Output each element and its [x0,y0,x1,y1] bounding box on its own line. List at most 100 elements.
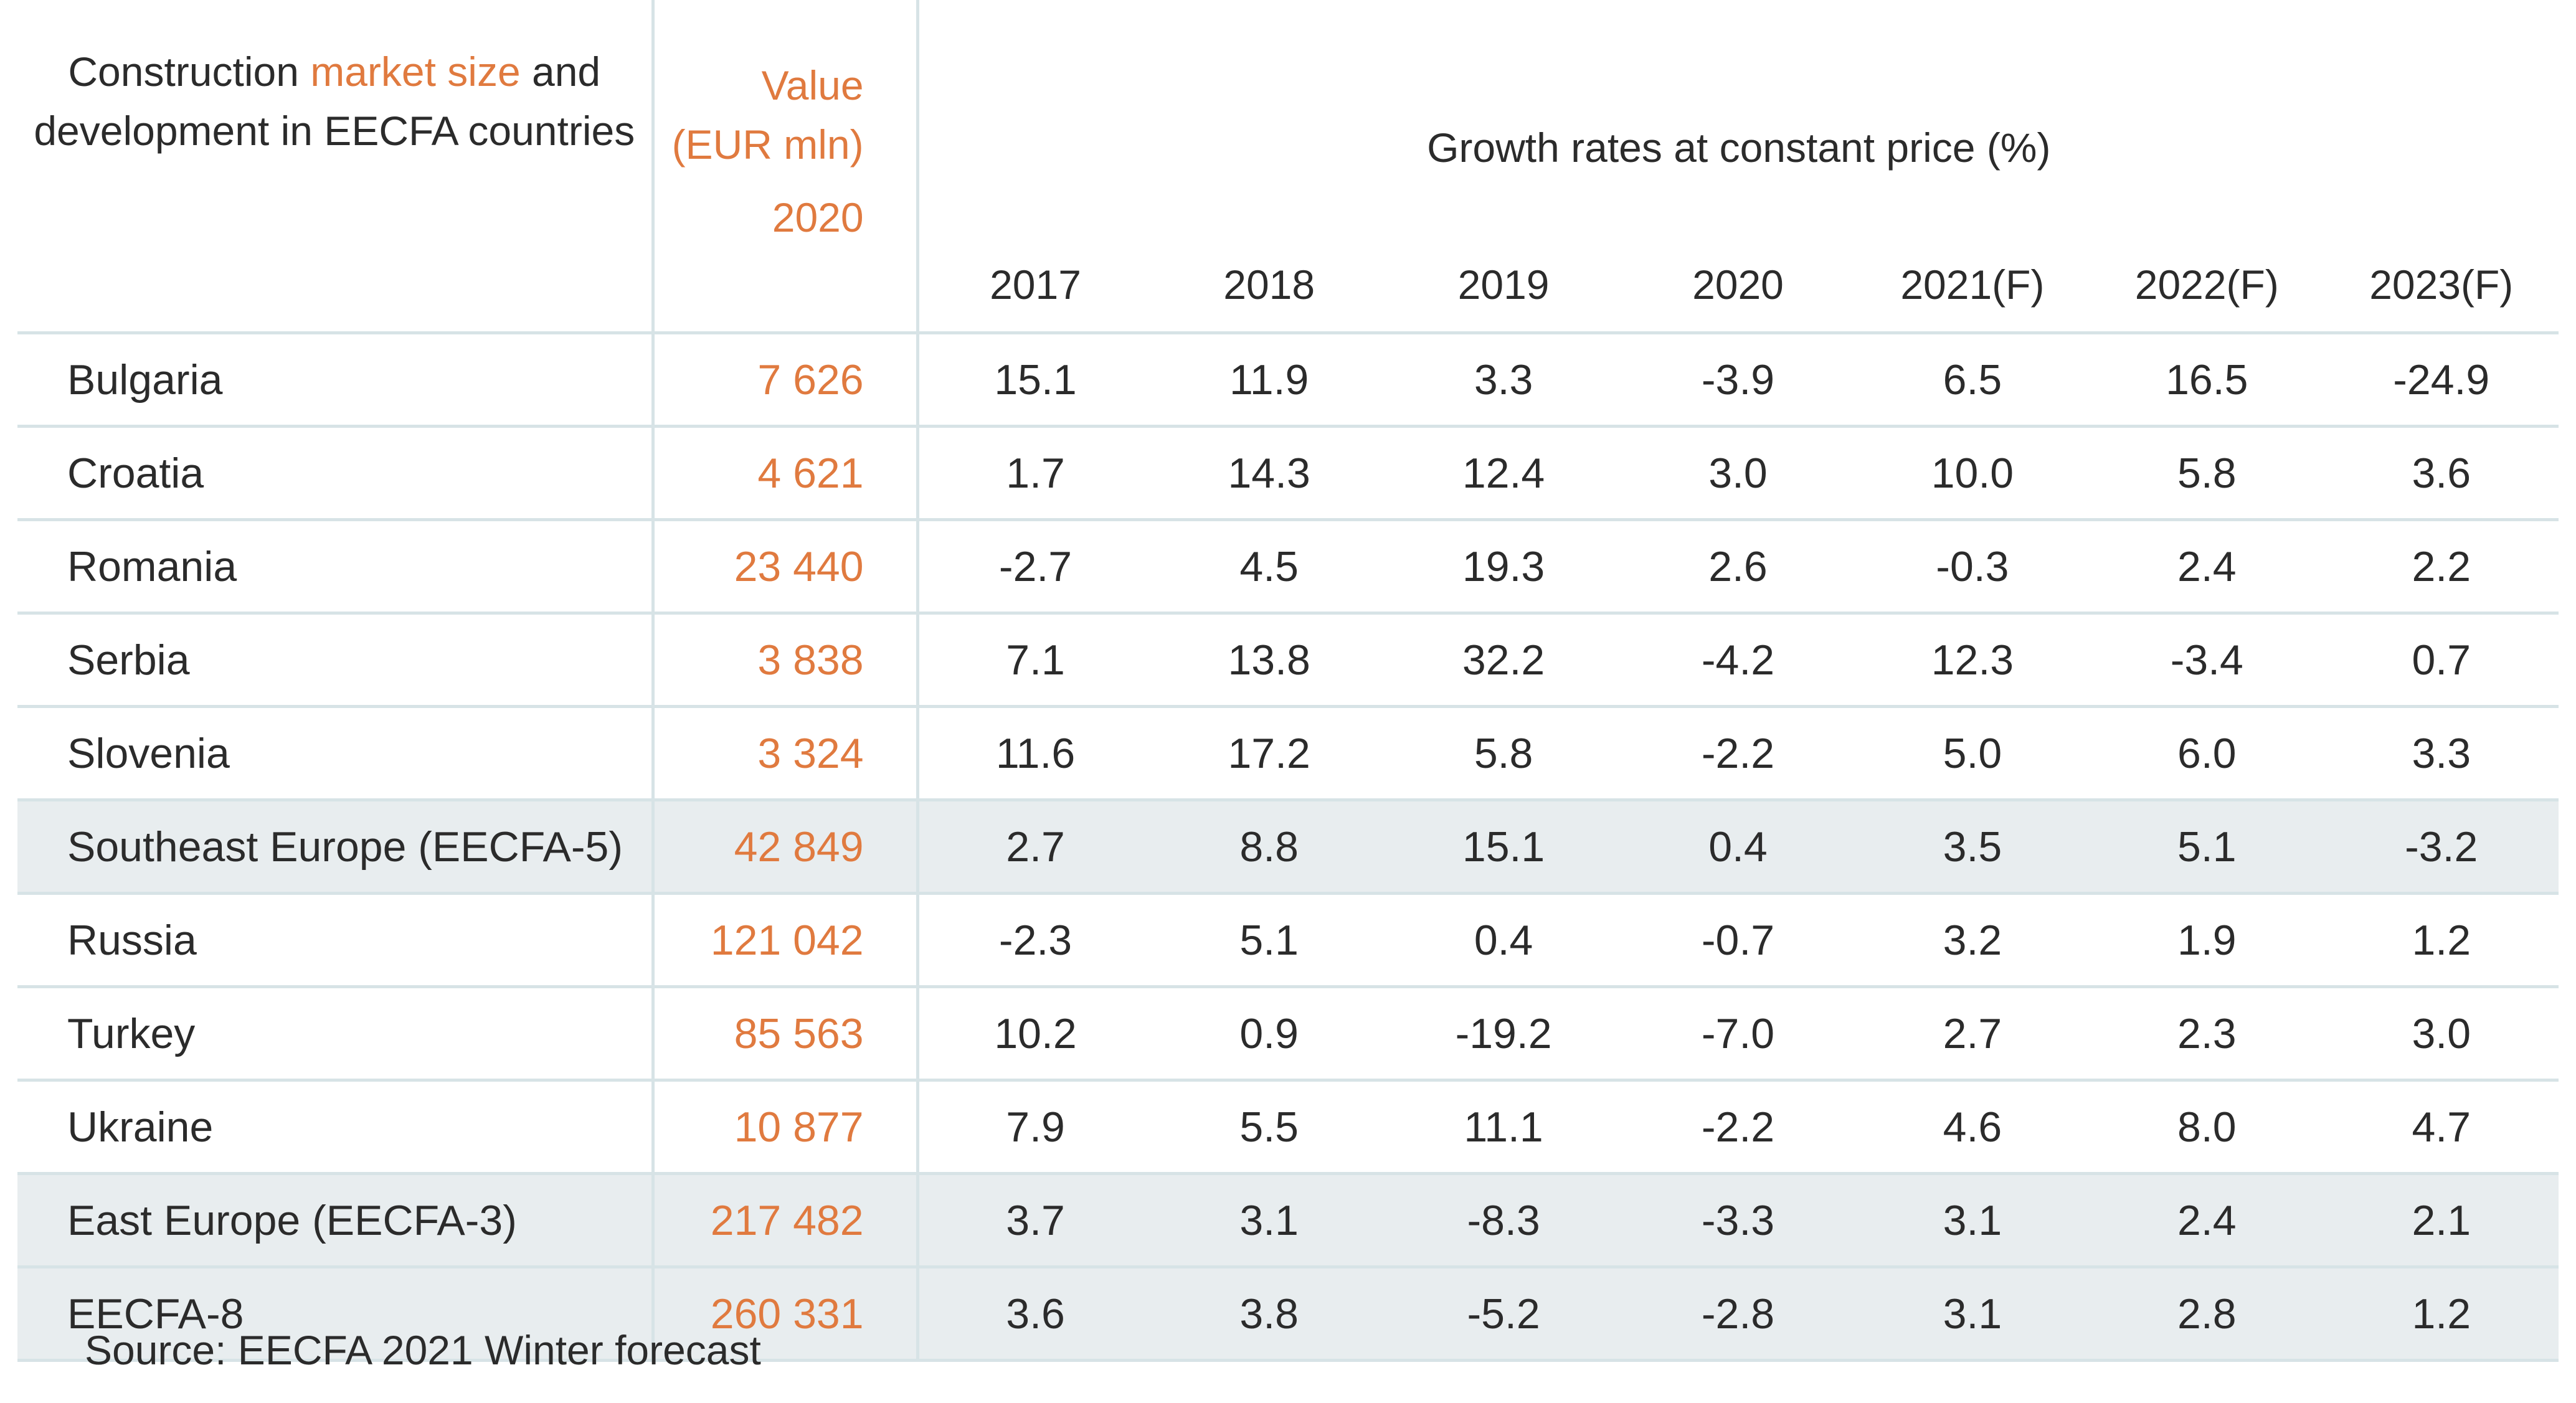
value-cell: 23 440 [653,519,919,615]
table-row: Slovenia 3 324 11.6 17.2 5.8 -2.2 5.0 6.0 3.3 [17,706,2559,801]
growth-cell: 0.7 [2324,613,2559,708]
growth-cell: 3.1 [1855,1267,2090,1362]
growth-cell: 8.8 [1152,800,1386,895]
growth-cell: 5.1 [2090,800,2324,895]
growth-cell: 17.2 [1152,706,1386,801]
growth-cell: 16.5 [2090,333,2324,428]
growth-cell: 4.6 [1855,1080,2090,1175]
country-cell: Russia [17,893,655,988]
year-header-row: 2017 2018 2019 2020 2021(F) 2022(F) 2023(F) [17,238,2559,334]
growth-cell: 3.8 [1152,1267,1386,1362]
growth-cell: 3.6 [917,1267,1152,1362]
growth-cell: 3.2 [1855,893,2090,988]
growth-cell: 0.4 [1386,893,1621,988]
growth-cell: 32.2 [1386,613,1621,708]
growth-cell: -3.3 [1621,1173,1855,1268]
growth-cell: 1.7 [917,426,1152,521]
growth-cell: 13.8 [1152,613,1386,708]
growth-cell: -0.3 [1855,519,2090,615]
country-cell: EECFA-8 [17,1267,655,1362]
country-cell: Southeast Europe (EECFA-5) [17,800,655,895]
table-row: Croatia 4 621 1.7 14.3 12.4 3.0 10.0 5.8 3.6 [17,426,2559,521]
growth-cell: -2.2 [1621,706,1855,801]
growth-cell: 7.1 [917,613,1152,708]
growth-cell: -19.2 [1386,986,1621,1082]
growth-cell: 3.3 [2324,706,2559,801]
growth-cell: -8.3 [1386,1173,1621,1268]
year-header-1: 2018 [1152,238,1386,334]
country-cell: Slovenia [17,706,655,801]
country-cell: Turkey [17,986,655,1082]
growth-cell: 5.0 [1855,706,2090,801]
growth-cell: 0.4 [1621,800,1855,895]
country-cell: Ukraine [17,1080,655,1175]
value-cell: 260 331 [653,1267,919,1362]
table-row: Turkey 85 563 10.2 0.9 -19.2 -7.0 2.7 2.3 3.0 [17,986,2559,1082]
growth-cell: 2.4 [2090,1173,2324,1268]
year-header-6: 2023(F) [2324,238,2559,334]
growth-cell: 5.5 [1152,1080,1386,1175]
growth-cell: 1.9 [2090,893,2324,988]
growth-cell: 15.1 [917,333,1152,428]
value-cell: 4 621 [653,426,919,521]
country-cell: Croatia [17,426,655,521]
value-cell: 217 482 [653,1173,919,1268]
country-header-accent-text: market size [310,49,521,95]
growth-cell: 5.8 [2090,426,2324,521]
growth-cell: -24.9 [2324,333,2559,428]
growth-cell: 19.3 [1386,519,1621,615]
growth-cell: -2.2 [1621,1080,1855,1175]
growth-rates-header: Growth rates at constant price (%) [1427,125,2051,171]
growth-cell: 2.3 [2090,986,2324,1082]
table-row: Serbia 3 838 7.1 13.8 32.2 -4.2 12.3 -3.4 0.7 [17,613,2559,708]
growth-cell: 8.0 [2090,1080,2324,1175]
growth-cell: 2.8 [2090,1267,2324,1362]
growth-cell: 12.4 [1386,426,1621,521]
country-header-text-2: and development in EECFA countries [34,49,635,154]
value-cell: 3 838 [653,613,919,708]
growth-cell: 2.4 [2090,519,2324,615]
year-header-2: 2019 [1386,238,1621,334]
value-header-title: Value (EUR mln) [671,62,864,168]
growth-cell: -2.8 [1621,1267,1855,1362]
year-header-4: 2021(F) [1855,238,2090,334]
country-cell: East Europe (EECFA-3) [17,1173,655,1268]
source-note: Source: EECFA 2021 Winter forecast [85,1327,761,1373]
growth-cell: 3.6 [2324,426,2559,521]
table-row: Romania 23 440 -2.7 4.5 19.3 2.6 -0.3 2.4 2.2 [17,519,2559,615]
growth-cell: 0.9 [1152,986,1386,1082]
value-column-header: Value (EUR mln) 2020 [653,0,919,334]
aggregate-row: East Europe (EECFA-3) 217 482 3.7 3.1 -8.3 -3… [17,1173,2559,1268]
value-cell: 42 849 [653,800,919,895]
country-header-text-1: Construction [68,49,311,95]
country-column-header: Construction market size and development… [17,0,655,334]
growth-cell: 2.6 [1621,519,1855,615]
growth-cell: 11.1 [1386,1080,1621,1175]
growth-cell: -3.4 [2090,613,2324,708]
growth-cell: 3.7 [917,1173,1152,1268]
year-header-0: 2017 [917,238,1152,334]
value-cell: 121 042 [653,893,919,988]
growth-cell: 1.2 [2324,1267,2559,1362]
growth-cell: -5.2 [1386,1267,1621,1362]
table-row: Russia 121 042 -2.3 5.1 0.4 -0.7 3.2 1.9 1.2 [17,893,2559,988]
construction-market-table-container: Construction market size and development… [17,0,2559,1373]
value-cell: 7 626 [653,333,919,428]
country-cell: Bulgaria [17,333,655,428]
growth-cell: 4.5 [1152,519,1386,615]
growth-cell: 5.1 [1152,893,1386,988]
country-cell: Serbia [17,613,655,708]
value-cell: 3 324 [653,706,919,801]
growth-cell: 14.3 [1152,426,1386,521]
growth-cell: 3.0 [2324,986,2559,1082]
growth-cell: 3.1 [1152,1173,1386,1268]
growth-cell: -2.7 [917,519,1152,615]
growth-cell: 3.0 [1621,426,1855,521]
growth-cell: 2.2 [2324,519,2559,615]
growth-cell: 1.2 [2324,893,2559,988]
growth-cell: 12.3 [1855,613,2090,708]
value-cell: 85 563 [653,986,919,1082]
year-header-5: 2022(F) [2090,238,2324,334]
growth-cell: 6.0 [2090,706,2324,801]
growth-cell: 10.0 [1855,426,2090,521]
